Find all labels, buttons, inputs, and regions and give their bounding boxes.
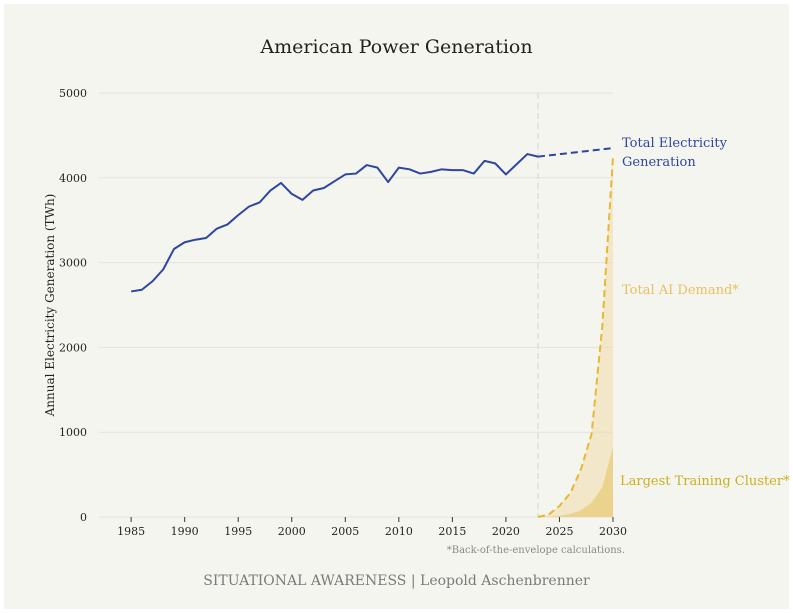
area-series bbox=[538, 156, 613, 517]
y-tick-label-3000: 3000 bbox=[59, 257, 87, 270]
y-axis-ticks: 0 1000 2000 3000 4000 5000 bbox=[59, 87, 87, 524]
x-tick-label-2005: 2005 bbox=[331, 525, 359, 538]
label-total-generation-2: Generation bbox=[622, 155, 696, 170]
x-tick-label-2030: 2030 bbox=[599, 525, 627, 538]
chart-title: American Power Generation bbox=[260, 36, 533, 58]
y-tick-label-5000: 5000 bbox=[59, 87, 87, 100]
label-total-generation-1: Total Electricity bbox=[622, 136, 728, 151]
y-tick-label-0: 0 bbox=[80, 511, 87, 524]
x-tick-label-2015: 2015 bbox=[438, 525, 466, 538]
line-series bbox=[130, 147, 614, 518]
x-tick-label-1990: 1990 bbox=[171, 525, 199, 538]
y-tick-label-1000: 1000 bbox=[59, 426, 87, 439]
x-tick-label-1995: 1995 bbox=[224, 525, 252, 538]
generation-projection-line bbox=[537, 147, 614, 158]
x-tick-label-2000: 2000 bbox=[278, 525, 306, 538]
y-tick-label-2000: 2000 bbox=[59, 341, 87, 354]
ai-demand-line bbox=[537, 156, 614, 518]
x-tick-label-2010: 2010 bbox=[385, 525, 413, 538]
ai-demand-area bbox=[538, 156, 613, 517]
chart-background bbox=[4, 4, 789, 609]
footnote: *Back-of-the-envelope calculations. bbox=[447, 545, 625, 556]
label-training-cluster: Largest Training Cluster* bbox=[620, 474, 790, 489]
training-cluster-area bbox=[538, 446, 613, 517]
x-tick-label-1985: 1985 bbox=[117, 525, 145, 538]
generation-line bbox=[130, 153, 539, 293]
y-axis-label: Annual Electricity Generation (TWh) bbox=[43, 194, 57, 418]
footer-credit: SITUATIONAL AWARENESS | Leopold Aschenbr… bbox=[203, 573, 590, 589]
x-tick-label-2020: 2020 bbox=[492, 525, 520, 538]
label-ai-demand: Total AI Demand* bbox=[622, 283, 739, 298]
x-axis-ticks: 1985 1990 1995 2000 2005 2010 2015 2020 2025 2030 bbox=[117, 517, 627, 538]
x-tick-label-2025: 2025 bbox=[545, 525, 573, 538]
grid-lines bbox=[99, 92, 613, 518]
y-tick-label-4000: 4000 bbox=[59, 172, 87, 185]
